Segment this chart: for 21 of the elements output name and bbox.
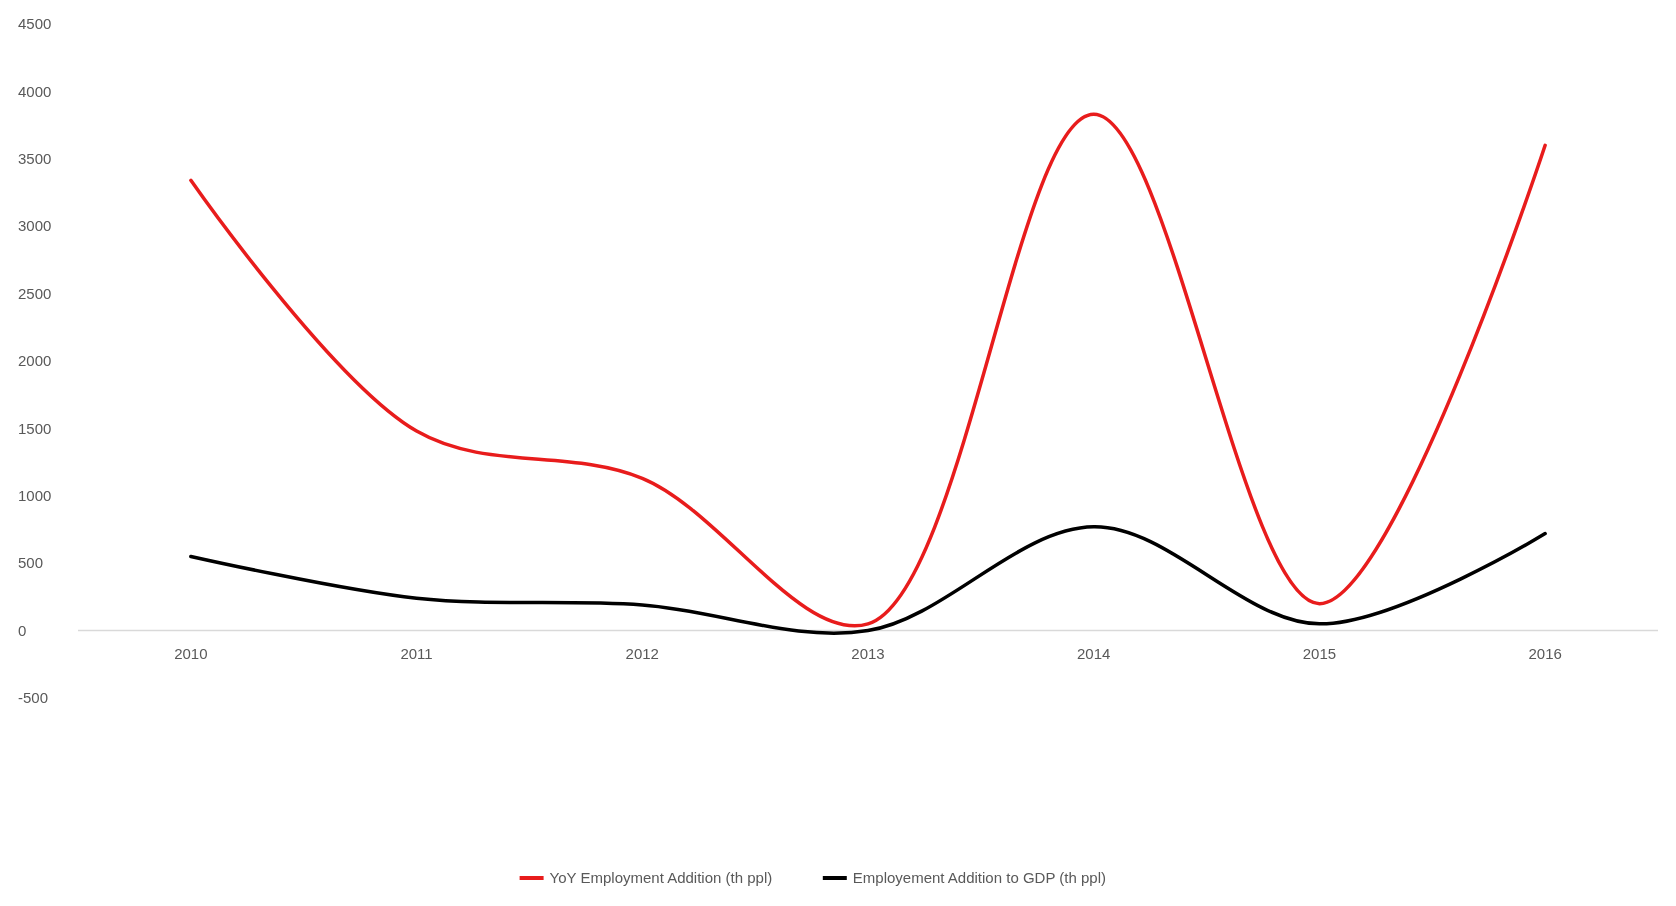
x-tick-label: 2012: [625, 644, 659, 662]
x-tick-label: 2016: [1528, 644, 1562, 662]
y-tick-label: 1000: [18, 487, 52, 505]
y-tick-label: 3000: [18, 217, 52, 235]
legend-label: YoY Employment Addition (th ppl): [549, 869, 773, 887]
y-tick-label: 500: [18, 554, 44, 572]
y-tick-label: 2000: [18, 352, 52, 370]
y-tick-label: 0: [18, 621, 27, 639]
x-tick-label: 2010: [174, 644, 208, 662]
y-tick-label: -500: [18, 689, 49, 707]
y-tick-label: 1500: [18, 419, 52, 437]
y-tick-label: 4000: [18, 82, 52, 100]
y-tick-label: 3500: [18, 150, 52, 168]
line-series: [189, 112, 1547, 627]
x-tick-label: 2015: [1302, 644, 1337, 662]
x-tick-label: 2011: [400, 644, 433, 662]
legend-label: Employement Addition to GDP (th ppl): [852, 869, 1106, 887]
y-tick-label: 4500: [18, 15, 52, 33]
x-tick-label: 2013: [851, 644, 885, 662]
y-tick-label: 2500: [18, 284, 52, 302]
x-tick-label: 2014: [1077, 644, 1111, 662]
